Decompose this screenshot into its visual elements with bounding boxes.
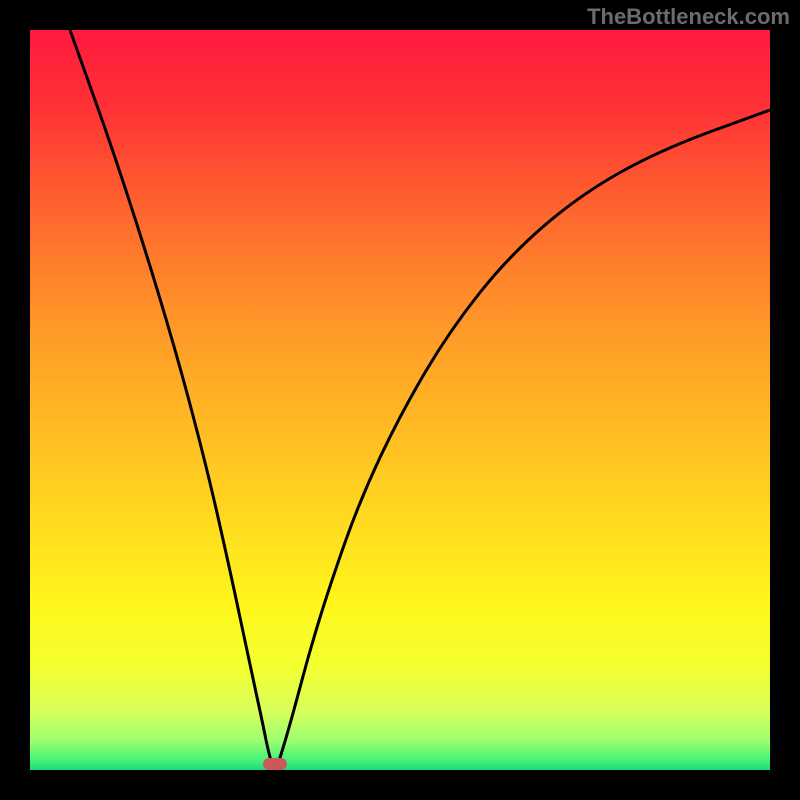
plot-area	[30, 30, 770, 770]
curve-left-branch	[70, 30, 272, 764]
curve-right-branch	[278, 110, 770, 764]
chart-container: TheBottleneck.com	[0, 0, 800, 800]
watermark-text: TheBottleneck.com	[587, 4, 790, 30]
bottleneck-curve	[30, 30, 770, 770]
optimal-marker	[263, 758, 287, 770]
